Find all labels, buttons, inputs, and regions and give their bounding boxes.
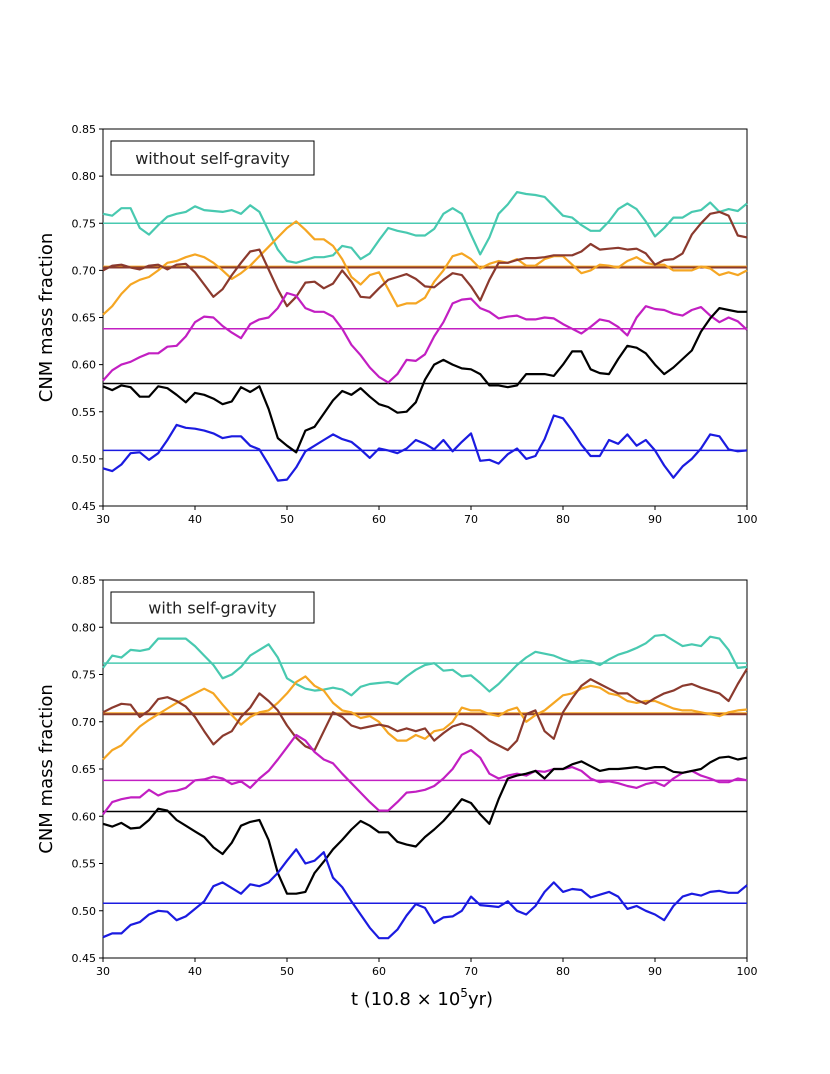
x-tick-label: 70 <box>464 513 478 526</box>
plot-frame <box>102 128 748 507</box>
x-tick-label: 50 <box>280 513 294 526</box>
series-line-turquoise <box>102 633 748 697</box>
series-line-blue <box>102 414 748 482</box>
x-tick-label: 60 <box>372 965 386 978</box>
y-axis-label: CNM mass fraction <box>36 233 57 402</box>
y-tick-label: 0.55 <box>72 406 97 419</box>
y-tick-label: 0.70 <box>72 264 97 277</box>
y-tick-label: 0.75 <box>72 669 97 682</box>
x-axis-label: t (10.8 × 105yr) <box>351 986 493 1010</box>
x-tick-label: 50 <box>280 965 294 978</box>
title-box <box>110 140 315 176</box>
y-tick-label: 0.55 <box>72 858 97 871</box>
series-line-brown <box>102 210 748 308</box>
y-tick-label: 0.60 <box>72 810 97 823</box>
x-tick-label: 40 <box>188 513 202 526</box>
y-tick-label: 0.80 <box>72 621 97 634</box>
x-axis-label-sup: 5 <box>460 986 468 1000</box>
x-tick-label: 100 <box>737 965 758 978</box>
y-tick-label: 0.75 <box>72 217 97 230</box>
x-tick-label: 100 <box>737 513 758 526</box>
series-line-orange <box>102 675 748 761</box>
y-tick-label: 0.50 <box>72 905 97 918</box>
x-tick-label: 30 <box>96 513 110 526</box>
y-tick-label: 0.85 <box>72 574 97 587</box>
series-line-orange <box>102 220 748 316</box>
y-axis-label: CNM mass fraction <box>36 684 57 853</box>
series-line-magenta <box>102 291 748 384</box>
x-tick-label: 80 <box>556 965 570 978</box>
x-tick-label: 90 <box>648 513 662 526</box>
y-tick-label: 0.65 <box>72 763 97 776</box>
panel-title: without self-gravity <box>135 149 290 168</box>
panel-with-self-gravity: 30 40 50 60 70 80 90 100 0.45 0.50 0.55 0.60 0.65 0.7… <box>36 574 758 978</box>
series-line-turquoise <box>102 191 748 264</box>
x-tick-label: 40 <box>188 965 202 978</box>
y-tick-label: 0.80 <box>72 170 97 183</box>
y-tick-label: 0.50 <box>72 453 97 466</box>
x-tick-label: 80 <box>556 513 570 526</box>
panel-without-self-gravity: 30 40 50 60 70 80 90 100 0.45 0.50 0.55 0.60 0.65 0.7… <box>36 123 758 526</box>
title-box <box>110 591 315 624</box>
y-tick-label: 0.60 <box>72 359 97 372</box>
series-line-black <box>102 755 748 895</box>
y-tick-label: 0.45 <box>72 952 97 965</box>
y-tick-label: 0.70 <box>72 716 97 729</box>
x-tick-label: 60 <box>372 513 386 526</box>
x-tick-label: 70 <box>464 965 478 978</box>
y-tick-label: 0.45 <box>72 500 97 513</box>
x-tick-label: 30 <box>96 965 110 978</box>
x-axis-label-prefix: t (10.8 × 10 <box>351 989 460 1010</box>
panel-title: with self-gravity <box>148 599 276 618</box>
series-line-blue <box>102 848 748 940</box>
series-line-brown <box>102 668 748 752</box>
x-axis-label-suffix: yr) <box>468 989 493 1010</box>
series-line-magenta <box>102 733 748 816</box>
x-tick-label: 90 <box>648 965 662 978</box>
y-tick-label: 0.65 <box>72 312 97 325</box>
series-line-black <box>102 307 747 454</box>
y-tick-label: 0.85 <box>72 123 97 136</box>
